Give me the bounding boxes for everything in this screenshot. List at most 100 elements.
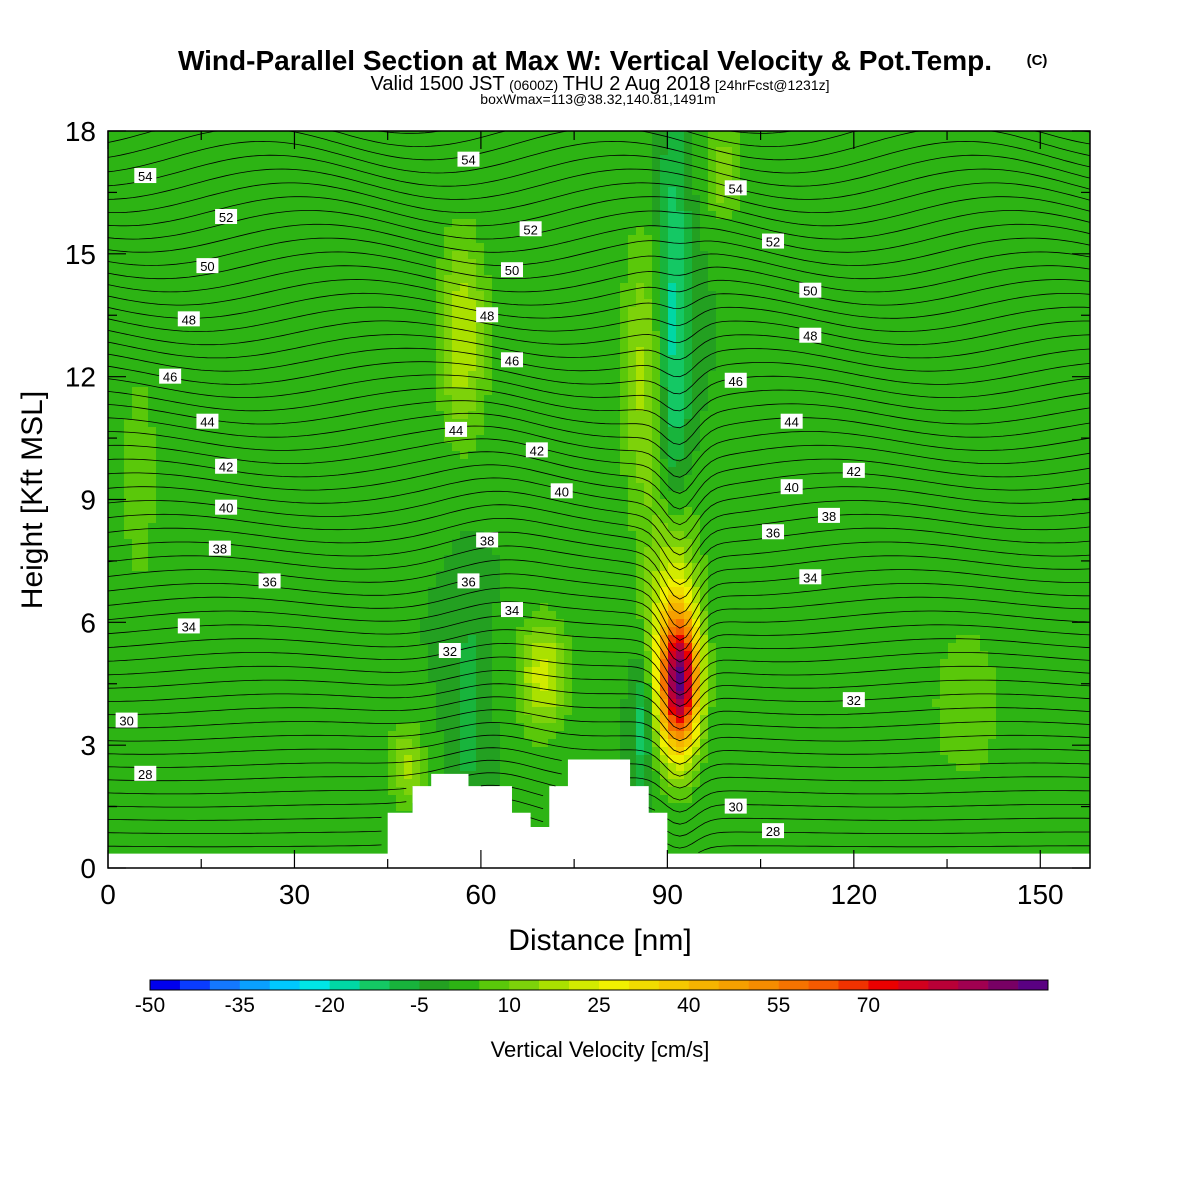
w-cell [828, 315, 837, 324]
w-cell [324, 299, 333, 308]
w-cell [468, 243, 477, 252]
w-cell [260, 163, 269, 172]
w-cell [908, 395, 917, 404]
w-cell [708, 235, 717, 244]
w-cell [484, 395, 493, 404]
w-cell [828, 395, 837, 404]
w-cell [532, 251, 541, 260]
w-cell [836, 299, 845, 308]
w-cell [324, 171, 333, 180]
w-cell [140, 379, 149, 388]
w-cell [524, 251, 533, 260]
w-cell [532, 275, 541, 284]
w-cell [524, 259, 533, 268]
w-cell [580, 387, 589, 396]
w-cell [132, 299, 141, 308]
w-cell [988, 379, 997, 388]
w-cell [892, 131, 901, 140]
w-cell [748, 315, 757, 324]
w-cell [244, 235, 253, 244]
w-cell [652, 211, 661, 220]
w-cell [956, 371, 965, 380]
w-cell [1060, 155, 1069, 164]
w-cell [916, 219, 925, 228]
w-cell [948, 339, 957, 348]
w-cell [468, 379, 477, 388]
w-cell [284, 427, 293, 436]
w-cell [140, 195, 149, 204]
w-cell [612, 291, 621, 300]
w-cell [428, 315, 437, 324]
w-cell [436, 355, 445, 364]
w-cell [844, 307, 853, 316]
w-cell [604, 179, 613, 188]
w-cell [980, 203, 989, 212]
w-cell [524, 299, 533, 308]
w-cell [468, 411, 477, 420]
w-cell [484, 299, 493, 308]
w-cell [292, 155, 301, 164]
w-cell [364, 339, 373, 348]
w-cell [372, 355, 381, 364]
w-cell [452, 435, 461, 444]
w-cell [716, 403, 725, 412]
w-cell [780, 275, 789, 284]
w-cell [772, 307, 781, 316]
w-cell [932, 155, 941, 164]
w-cell [980, 163, 989, 172]
w-cell [276, 235, 285, 244]
w-cell [644, 227, 653, 236]
w-cell [756, 387, 765, 396]
w-cell [140, 339, 149, 348]
w-cell [244, 331, 253, 340]
w-cell [460, 363, 469, 372]
w-cell [420, 435, 429, 444]
w-cell [860, 371, 869, 380]
w-cell [812, 155, 821, 164]
w-cell [188, 259, 197, 268]
w-cell [116, 435, 125, 444]
w-cell [316, 179, 325, 188]
w-cell [620, 291, 629, 300]
w-cell [260, 451, 269, 460]
w-cell [172, 411, 181, 420]
w-cell [716, 379, 725, 388]
w-cell [1084, 163, 1091, 172]
w-cell [164, 323, 173, 332]
w-cell [156, 323, 165, 332]
w-cell [532, 363, 541, 372]
w-cell [764, 283, 773, 292]
w-cell [1052, 331, 1061, 340]
w-cell [884, 427, 893, 436]
w-cell [1060, 307, 1069, 316]
w-cell [692, 195, 701, 204]
w-cell [812, 435, 821, 444]
w-cell [932, 171, 941, 180]
w-cell [172, 163, 181, 172]
w-cell [820, 211, 829, 220]
w-cell [708, 163, 717, 172]
w-cell [388, 379, 397, 388]
w-cell [500, 235, 509, 244]
w-cell [1020, 171, 1029, 180]
w-cell [924, 355, 933, 364]
w-cell [1068, 403, 1077, 412]
w-cell [324, 347, 333, 356]
w-cell [292, 235, 301, 244]
w-cell [908, 347, 917, 356]
w-cell [716, 387, 725, 396]
w-cell [692, 131, 701, 140]
w-cell [916, 267, 925, 276]
w-cell [956, 219, 965, 228]
w-cell [588, 339, 597, 348]
w-cell [636, 339, 645, 348]
w-cell [756, 211, 765, 220]
w-cell [116, 291, 125, 300]
w-cell [332, 387, 341, 396]
w-cell [356, 371, 365, 380]
w-cell [444, 227, 453, 236]
w-cell [836, 219, 845, 228]
w-cell [276, 219, 285, 228]
w-cell [756, 315, 765, 324]
w-cell [804, 187, 813, 196]
